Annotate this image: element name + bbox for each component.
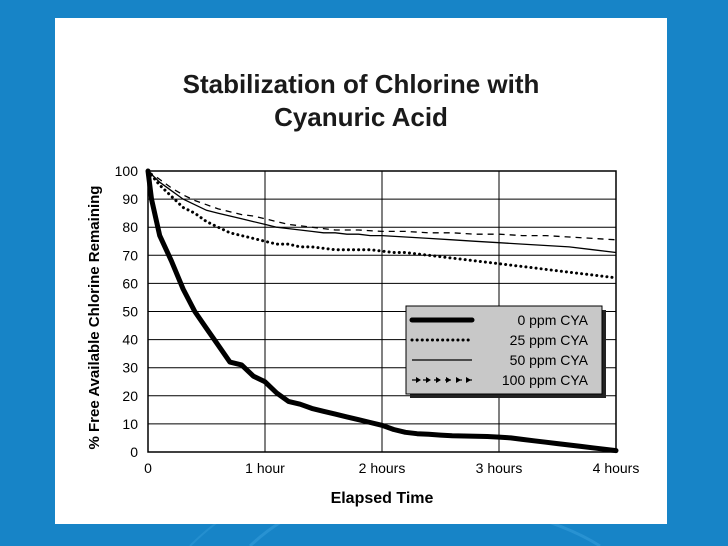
y-tick-label: 30: [122, 360, 138, 376]
legend-arrowhead: [436, 377, 441, 383]
series-line-2: [147, 170, 617, 254]
legend-arrowhead: [426, 377, 431, 383]
x-tick-label: 4 hours: [593, 460, 640, 476]
series-line-0: [145, 168, 619, 454]
chart-title: Stabilization of Chlorine with Cyanuric …: [55, 68, 667, 134]
y-tick-label: 40: [122, 332, 138, 348]
y-tick-label: 10: [122, 416, 138, 432]
y-tick-label: 0: [130, 444, 138, 460]
y-tick-label: 20: [122, 388, 138, 404]
y-tick-label: 70: [122, 247, 138, 263]
legend-label-1: 25 ppm CYA: [510, 332, 589, 348]
x-tick-label: 1 hour: [245, 460, 285, 476]
legend-label-3: 100 ppm CYA: [502, 372, 589, 388]
x-tick-label: 2 hours: [359, 460, 406, 476]
chart-title-line-2: Cyanuric Acid: [274, 102, 448, 132]
legend-arrowhead: [446, 377, 451, 383]
y-tick-label: 50: [122, 304, 138, 320]
y-tick-label: 90: [122, 191, 138, 207]
legend-arrowhead: [466, 377, 471, 383]
x-axis-label: Elapsed Time: [331, 490, 434, 507]
legend-arrowhead: [456, 377, 461, 383]
x-tick-label: 0: [144, 460, 152, 476]
y-tick-label: 100: [115, 163, 139, 179]
y-tick-label: 80: [122, 219, 138, 235]
x-tick-label: 3 hours: [476, 460, 523, 476]
legend-label-2: 50 ppm CYA: [510, 352, 589, 368]
y-axis-label: % Free Available Chlorine Remaining: [86, 186, 103, 450]
legend-label-0: 0 ppm CYA: [517, 312, 588, 328]
legend-arrowhead: [416, 377, 421, 383]
y-tick-label: 60: [122, 275, 138, 291]
chart-title-line-1: Stabilization of Chlorine with: [182, 69, 540, 99]
